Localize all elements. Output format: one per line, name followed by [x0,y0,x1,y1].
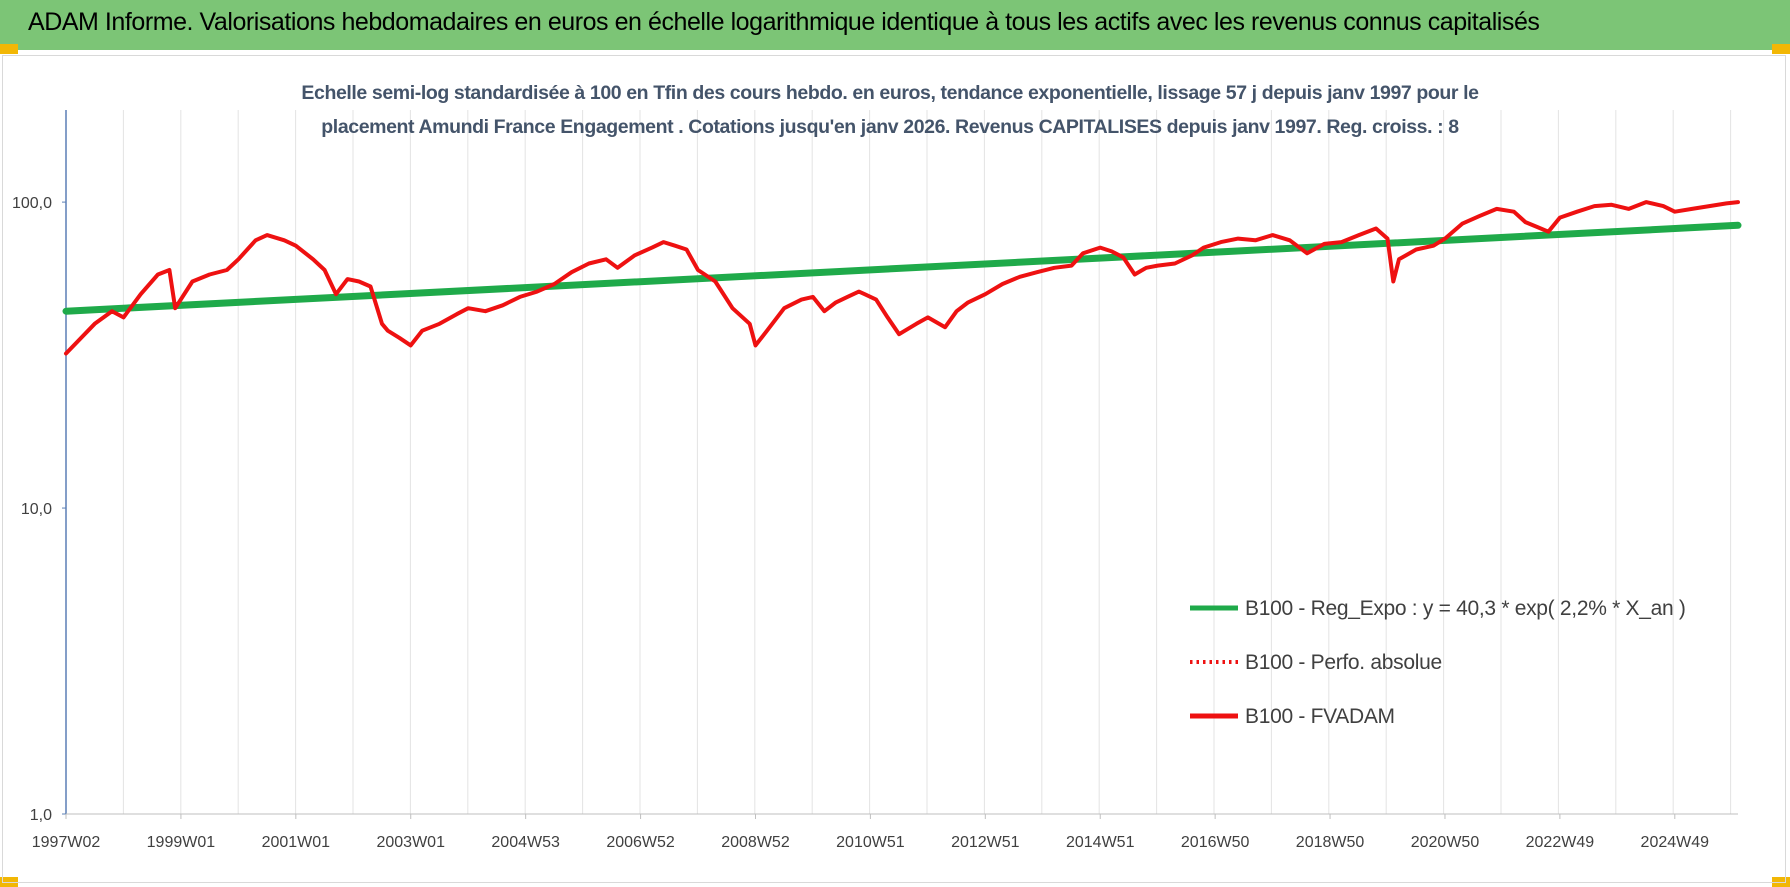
x-tick-label: 2024W49 [1641,834,1710,851]
chart-title-line-1: Echelle semi-log standardisée à 100 en T… [301,82,1479,104]
x-tick-label: 2006W52 [606,834,675,851]
legend-label: B100 - Reg_Expo : y = 40,3 * exp( 2,2% *… [1245,597,1686,620]
legend: B100 - Reg_Expo : y = 40,3 * exp( 2,2% *… [1190,597,1686,728]
x-tick-label: 1997W02 [32,834,101,851]
x-tick-label: 2001W01 [262,834,331,851]
y-tick-label: 1,0 [30,807,52,824]
x-tick-label: 2016W50 [1181,834,1250,851]
x-tick-label: 2008W52 [721,834,790,851]
x-tick-label: 2010W51 [836,834,905,851]
legend-label: B100 - FVADAM [1245,705,1395,728]
x-tick-label: 2018W50 [1296,834,1365,851]
chart-title-line-2: placement Amundi France Engagement . Cot… [321,116,1459,138]
fvadam-line [66,202,1738,353]
legend-label: B100 - Perfo. absolue [1245,651,1442,674]
y-tick-labels: 1,0 10,0 100,0 [12,195,66,824]
trend-line [66,225,1738,311]
x-tick-label: 2020W50 [1411,834,1480,851]
x-tick-label: 2012W51 [951,834,1020,851]
y-tick-label: 10,0 [21,501,52,518]
x-tick-label: 2014W51 [1066,834,1135,851]
x-tick-label: 1999W01 [147,834,216,851]
x-tick-label: 2022W49 [1526,834,1595,851]
x-tick-label: 2003W01 [376,834,445,851]
x-tick-labels: 1997W02 1999W01 2001W01 2003W01 2004W53 2006W… [32,814,1709,851]
y-tick-label: 100,0 [12,195,52,212]
plot-area [66,202,1738,353]
x-tick-label: 2004W53 [491,834,560,851]
